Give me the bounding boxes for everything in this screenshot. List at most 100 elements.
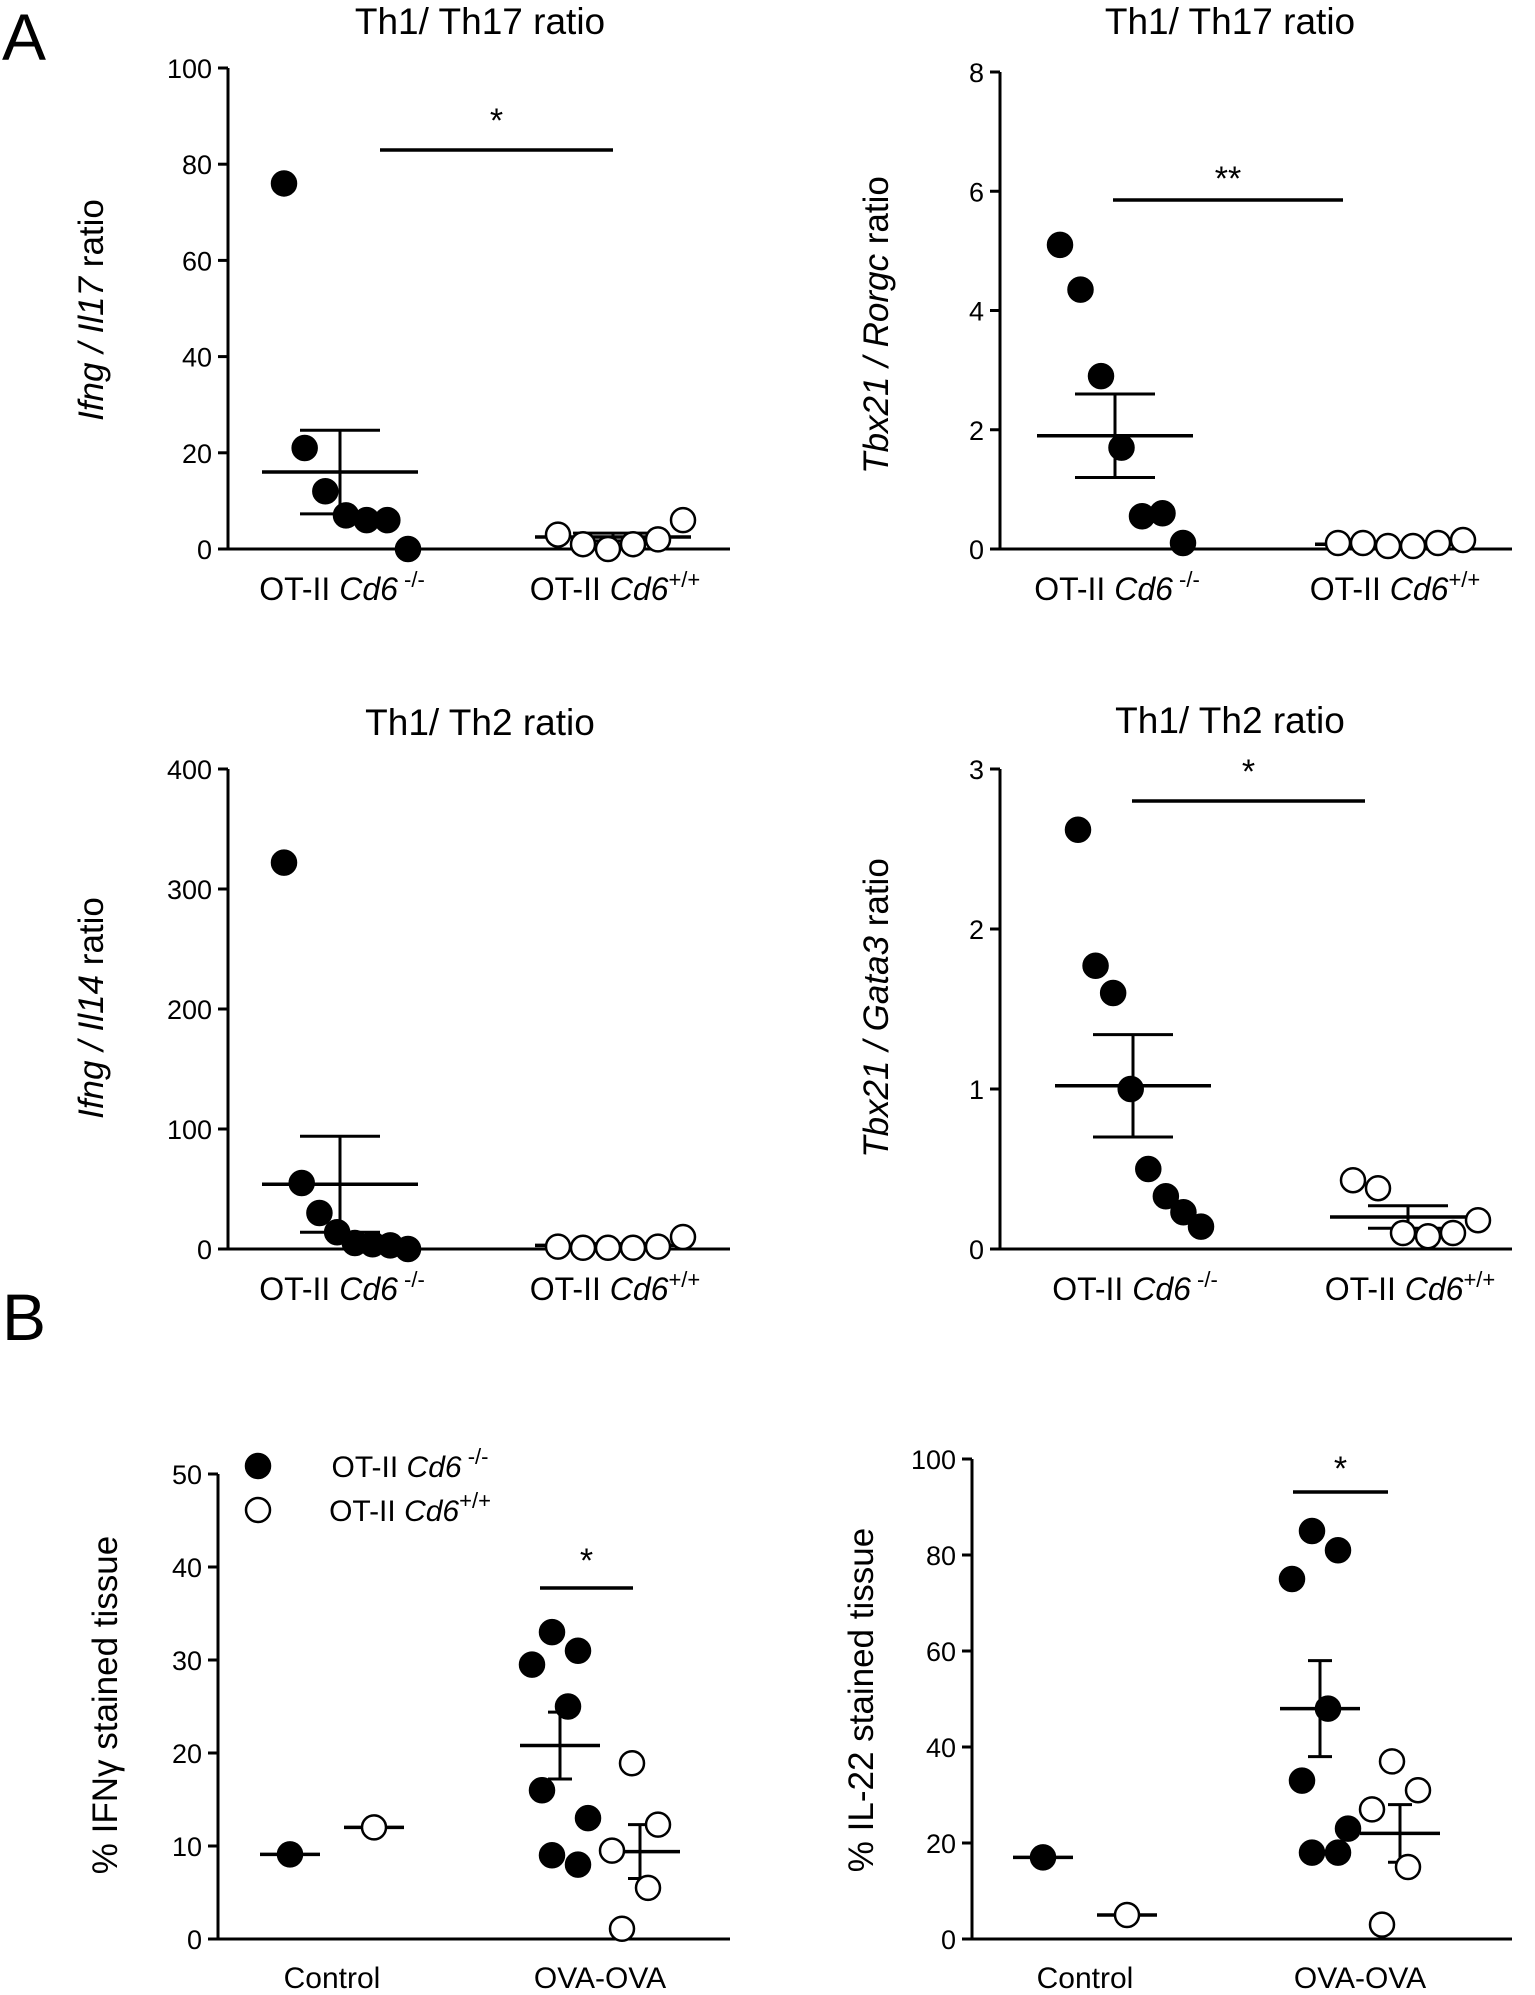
data-point <box>594 1234 622 1262</box>
y-tick-label: 80 <box>182 150 212 180</box>
data-point <box>564 1637 592 1664</box>
y-tick-label: 0 <box>197 1235 212 1265</box>
data-point <box>270 170 298 197</box>
data-point <box>374 506 401 534</box>
series-3 <box>1278 1517 1362 1866</box>
data-point <box>1099 979 1127 1007</box>
y-tick-label: 40 <box>926 1733 956 1763</box>
series-4 <box>598 1749 680 1943</box>
data-point <box>538 1618 566 1646</box>
y-axis-label: % IFNγ stained tissue <box>86 1536 125 1874</box>
chart-title: Th1/ Th17 ratio <box>355 1 605 42</box>
significance-label: ** <box>1215 160 1241 198</box>
y-tick-label: 6 <box>969 177 984 207</box>
data-point <box>1029 1844 1057 1871</box>
y-tick-label: 8 <box>969 58 984 88</box>
y-tick-label: 100 <box>911 1445 956 1475</box>
x-category-label: OT-II Cd6+/+ <box>1310 567 1481 607</box>
data-point <box>1449 526 1477 554</box>
data-point <box>1324 529 1352 557</box>
series-1 <box>1013 1844 1073 1871</box>
series-2 <box>344 1814 404 1841</box>
y-tick-label: 50 <box>172 1460 202 1490</box>
data-point <box>288 1169 315 1197</box>
data-point <box>1298 1839 1326 1866</box>
data-point <box>594 535 622 563</box>
y-tick-label: 300 <box>167 875 212 905</box>
data-point <box>619 530 647 558</box>
data-point <box>1170 1198 1197 1226</box>
data-point <box>1169 529 1197 557</box>
data-point <box>669 506 697 534</box>
data-point <box>1368 1911 1396 1938</box>
data-point <box>1358 1796 1386 1823</box>
data-point <box>569 1234 597 1262</box>
data-point <box>618 1749 646 1777</box>
data-point <box>1374 532 1402 560</box>
y-tick-label: 3 <box>969 755 984 785</box>
y-axis-label: Ifng / Il17 ratio <box>72 199 111 421</box>
y-tick-label: 0 <box>187 1925 202 1955</box>
data-point <box>644 526 672 553</box>
data-point <box>669 1223 697 1251</box>
data-point <box>1298 1517 1326 1545</box>
data-point <box>1149 499 1176 527</box>
data-point <box>544 521 572 548</box>
y-tick-label: 100 <box>167 1115 212 1145</box>
data-point <box>1288 1767 1316 1794</box>
data-point <box>394 1235 422 1263</box>
data-point <box>1278 1565 1306 1593</box>
data-point <box>1087 362 1115 390</box>
data-point <box>1135 1155 1162 1183</box>
data-point <box>644 1233 672 1260</box>
data-point <box>608 1915 636 1943</box>
data-point <box>544 1233 572 1260</box>
legend-label: OT-II Cd6+/+ <box>329 1488 491 1528</box>
x-category-label: OT-II Cd6 -/- <box>259 1267 425 1307</box>
data-point <box>1399 532 1427 560</box>
data-point <box>1082 952 1109 980</box>
y-axis-label: % IL-22 stained tissue <box>842 1528 881 1872</box>
x-group-label: Control <box>284 1962 381 1995</box>
x-category-label: OT-II Cd6+/+ <box>1325 1267 1496 1307</box>
x-group-label: OVA-OVA <box>534 1962 666 1995</box>
data-point <box>1314 1695 1342 1722</box>
y-tick-label: 60 <box>182 246 212 276</box>
data-point <box>394 535 422 563</box>
chart-a2: Th1/ Th17 ratio 0 2 4 6 8 Tbx21 / Rorgc ratio O… <box>857 1 1512 607</box>
y-tick-label: 200 <box>167 995 212 1025</box>
data-point <box>1117 1075 1144 1103</box>
data-point <box>1404 1776 1432 1804</box>
y-tick-label: 30 <box>172 1646 202 1676</box>
x-category-label: OT-II Cd6 -/- <box>1052 1267 1218 1307</box>
significance-label: * <box>1334 1450 1347 1488</box>
x-category-label: OT-II Cd6+/+ <box>530 1267 701 1307</box>
chart-a1: Th1/ Th17 ratio 0 20 40 60 80 100 Ifng / Il17 r… <box>72 1 730 607</box>
data-point <box>1349 529 1377 557</box>
data-point <box>1046 231 1074 259</box>
data-point <box>276 1841 304 1868</box>
y-tick-label: 400 <box>167 755 212 785</box>
y-tick-label: 0 <box>941 1925 956 1955</box>
data-point <box>312 478 339 505</box>
series-3 <box>518 1618 602 1878</box>
data-point <box>1378 1748 1406 1775</box>
series-2 <box>535 1223 697 1262</box>
y-tick-label: 0 <box>197 535 212 565</box>
y-axis-label: Ifng / Il14 ratio <box>72 897 111 1119</box>
x-category-label: OT-II Cd6+/+ <box>530 567 701 607</box>
data-point <box>1389 1219 1417 1247</box>
chart-b1: 0 10 20 30 40 50 % IFNγ stained tissue Control O… <box>86 1444 730 1995</box>
data-point <box>1364 1174 1392 1202</box>
data-point <box>569 530 597 558</box>
y-tick-label: 20 <box>182 439 212 469</box>
data-point <box>1424 529 1452 557</box>
data-point <box>306 1199 333 1227</box>
legend-marker <box>244 1452 272 1480</box>
chart-title: Th1/ Th17 ratio <box>1105 1 1355 42</box>
series-2 <box>535 506 697 563</box>
y-tick-label: 10 <box>172 1832 202 1862</box>
data-point <box>270 849 298 876</box>
x-category-label: OT-II Cd6 -/- <box>259 567 425 607</box>
data-point <box>1394 1853 1422 1881</box>
